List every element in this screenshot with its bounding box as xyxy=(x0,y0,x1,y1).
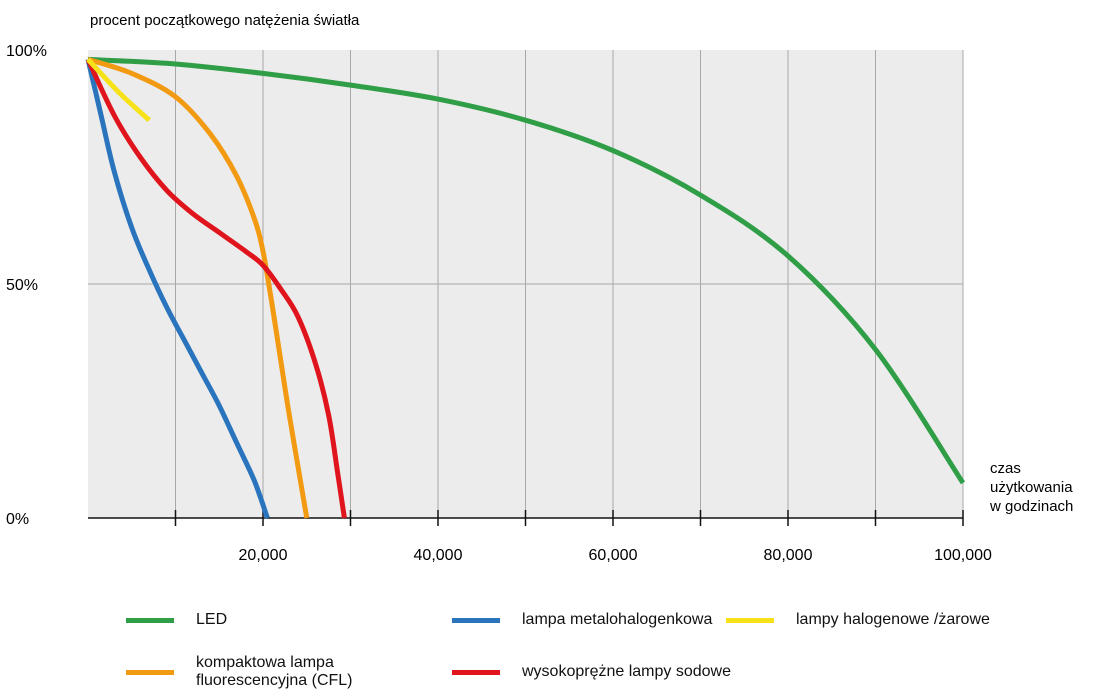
chart-title: procent początkowego natężenia światła xyxy=(90,12,360,29)
x-tick-labels: 20,000 40,000 60,000 80,000 100,000 xyxy=(239,547,992,564)
x-tick-label: 80,000 xyxy=(764,547,813,564)
series-line xyxy=(85,58,270,519)
series-lines xyxy=(85,56,966,519)
x-axis-label: czas użytkowania w godzinach xyxy=(989,460,1073,515)
y-tick-label: 50% xyxy=(6,277,38,294)
series-line xyxy=(87,56,966,485)
x-tick-label: 100,000 xyxy=(934,547,992,564)
series-line xyxy=(87,57,310,519)
y-tick-labels: 0% 50% 100% xyxy=(6,43,47,528)
x-axis-label-line: użytkowania xyxy=(990,479,1073,496)
axes xyxy=(88,510,964,526)
y-tick-label: 0% xyxy=(6,511,29,528)
x-tick-label: 60,000 xyxy=(589,547,638,564)
x-tick-label: 40,000 xyxy=(414,547,463,564)
x-axis-label-line: czas xyxy=(990,460,1021,477)
x-axis-label-line: w godzinach xyxy=(989,498,1073,515)
series-line xyxy=(86,57,151,123)
y-tick-label: 100% xyxy=(6,43,47,60)
x-tick-label: 20,000 xyxy=(239,547,288,564)
series-line xyxy=(85,58,347,519)
